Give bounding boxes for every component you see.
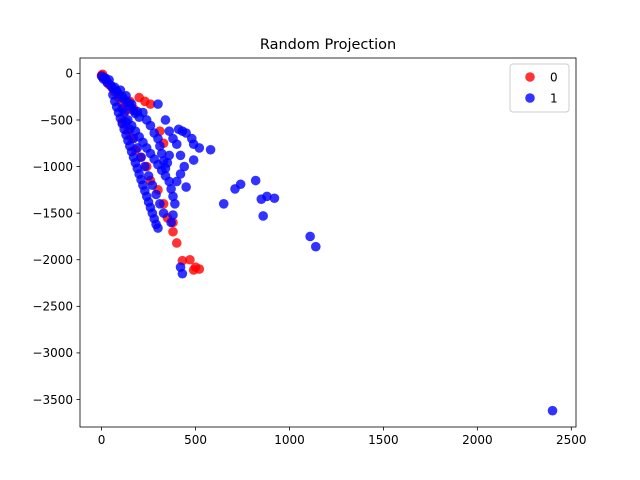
scatter-point-series-1 [262, 191, 272, 202]
scatter-point-series-1 [194, 143, 205, 153]
scatter-point-series-1 [158, 208, 169, 218]
scatter-point-series-1 [205, 144, 216, 155]
scatter-point-series-1 [151, 189, 161, 200]
scatter-point-series-1 [188, 155, 199, 165]
scatter-point-series-1 [155, 141, 165, 151]
legend-label: 1 [550, 91, 558, 105]
scatter-point-series-1 [269, 193, 280, 204]
scatter-point-series-1 [166, 217, 176, 228]
scatter-point-series-1 [305, 231, 315, 242]
legend-label: 0 [550, 70, 558, 84]
y-tick-label: −3000 [32, 346, 73, 360]
chart-title: Random Projection [260, 37, 396, 53]
y-tick-label: −3500 [32, 393, 73, 407]
legend-marker-series-0 [525, 72, 535, 82]
scatter-point-series-1 [235, 179, 246, 190]
legend-box [509, 63, 570, 113]
scatter-point-series-1 [136, 152, 146, 163]
x-tick-label: 1500 [368, 433, 399, 447]
scatter-point-series-1 [258, 211, 268, 221]
scatter-point-series-1 [138, 107, 148, 118]
scatter-point-series-0 [145, 99, 156, 109]
scatter-point-series-1 [170, 199, 180, 209]
x-tick-label: 2000 [462, 433, 493, 447]
x-tick-label: 500 [184, 433, 207, 447]
scatter-point-series-1 [153, 133, 163, 144]
scatter-point-series-1 [547, 405, 558, 416]
y-tick-label: −2500 [32, 300, 73, 314]
points-group [96, 69, 558, 416]
x-tick-label: 1000 [274, 433, 305, 447]
scatter-point-series-1 [160, 115, 171, 125]
scatter-point-series-1 [143, 171, 154, 181]
scatter-point-series-1 [162, 158, 173, 168]
scatter-point-series-1 [175, 169, 186, 179]
axes: 0 500 1000 1500 2000 2500 0 −500 −1000 −1500 −2000… [32, 57, 587, 447]
y-tick-label: 0 [65, 67, 73, 81]
axes-frame [79, 57, 577, 428]
scatter-point-series-1 [171, 139, 182, 149]
scatter-point-series-1 [164, 176, 175, 187]
scatter-point-series-1 [153, 223, 163, 233]
scatter-point-series-1 [168, 191, 178, 202]
scatter-point-series-1 [117, 103, 128, 114]
scatter-point-series-0 [185, 254, 195, 265]
scatter-point-series-1 [147, 180, 158, 190]
scatter-point-series-0 [188, 265, 199, 275]
scatter-point-series-1 [156, 148, 167, 159]
scatter-point-series-1 [168, 210, 178, 220]
scatter-point-series-1 [153, 99, 163, 109]
scatter-point-series-1 [218, 199, 229, 209]
scatter-point-series-1 [145, 120, 156, 131]
y-tick-label: −2000 [32, 253, 73, 267]
legend: 01 [509, 63, 570, 113]
x-tick-label: 0 [98, 433, 106, 447]
scatter-point-series-0 [171, 238, 182, 248]
scatter-point-series-0 [168, 226, 178, 237]
x-tick-label: 2500 [556, 433, 587, 447]
scatter-point-series-1 [132, 143, 143, 153]
y-tick-label: −500 [40, 113, 73, 127]
scatter-point-series-1 [121, 117, 131, 127]
scatter-point-series-1 [175, 150, 186, 161]
scatter-point-series-1 [166, 184, 176, 194]
scatter-point-series-1 [124, 124, 135, 135]
y-tick-label: −1500 [32, 206, 73, 220]
legend-marker-series-1 [525, 93, 535, 103]
scatter-point-series-1 [171, 176, 182, 187]
scatter-point-series-1 [164, 126, 175, 136]
scatter-point-series-1 [177, 268, 188, 279]
scatter-point-series-1 [164, 150, 175, 161]
scatter-point-series-1 [155, 199, 165, 209]
scatter-point-series-1 [181, 182, 191, 192]
scatter-point-series-1 [250, 175, 261, 186]
scatter-point-series-1 [140, 161, 150, 172]
scatter-point-series-1 [179, 161, 190, 172]
plot-area [96, 69, 558, 416]
scatter-point-series-1 [128, 133, 139, 144]
scatter-point-series-1 [310, 241, 321, 252]
y-tick-label: −1000 [32, 160, 73, 174]
